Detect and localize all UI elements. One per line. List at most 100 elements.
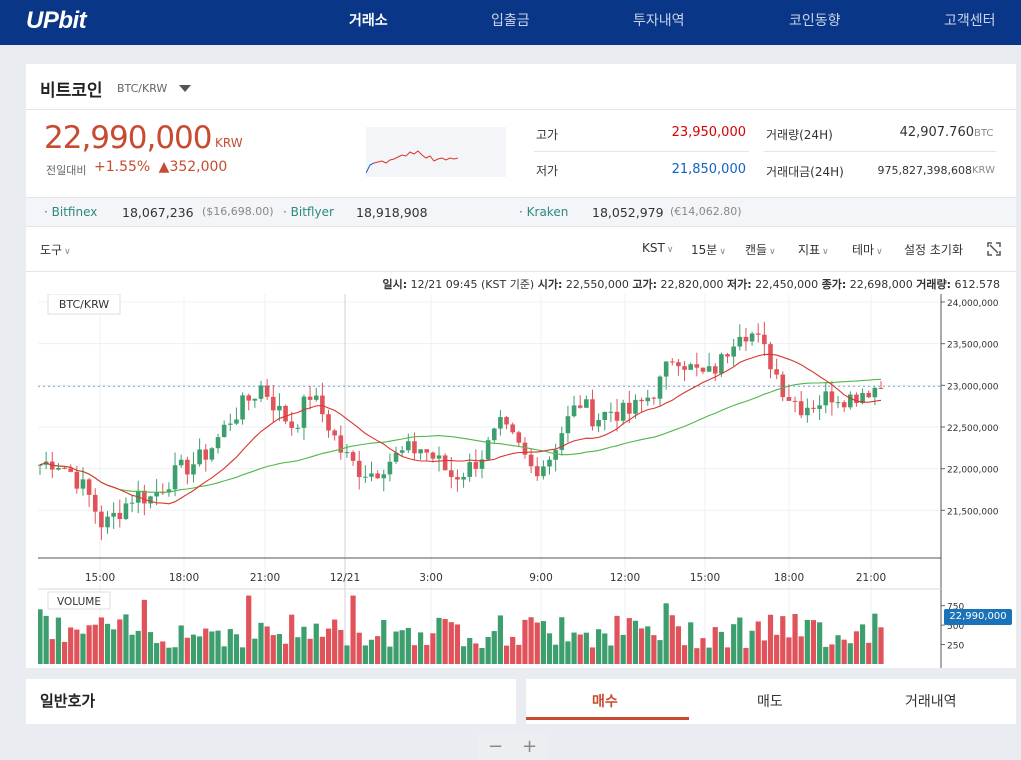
indicator-menu[interactable]: 지표 ∨ [798,243,829,257]
volume-bar [319,636,325,664]
candlestick-chart[interactable]: 24,000,000 23,500,000 23,000,000 22,500,000… [37,293,1012,760]
high-value: 23,950,000 [671,125,746,140]
timezone-menu[interactable]: KST ∨ [642,241,674,255]
candle-body [74,471,80,489]
candle-body [774,369,779,375]
candle-body [620,402,626,421]
candle-body [602,411,608,421]
candle-body [412,441,417,454]
candle-body [375,473,380,479]
volume-bar [553,644,559,664]
volume-bar [497,615,504,664]
zoom-out-icon[interactable]: − [488,736,504,757]
volume-tick-label: 500 [947,622,964,632]
candle-body [142,490,147,504]
candle-body [553,449,558,460]
volume-bar [344,645,350,664]
volume-bar [866,642,872,664]
candle-body [270,396,276,411]
price-unit: KRW [215,136,243,150]
exchange-name-kraken: · Kraken [519,205,569,219]
volume-bar [411,645,418,664]
orderbook-title: 일반호가 [40,692,96,710]
volume-bar [718,631,724,664]
tools-menu[interactable]: 도구 ∨ [40,243,71,257]
low-value: 21,850,000 [671,162,746,177]
nav-coin-trends[interactable]: 코인동향 [789,13,841,29]
candle-body [467,462,473,477]
theme-menu[interactable]: 테마 ∨ [852,243,883,257]
nav-customer-center[interactable]: 고객센터 [944,13,996,29]
nav-exchange[interactable]: 거래소 [349,13,388,29]
upbit-logo[interactable]: UPbit [26,7,87,34]
candle-body [111,512,116,517]
volume-bar [878,627,884,664]
volume-bar [491,631,497,664]
candle-body [669,361,675,363]
volume-bar [620,634,626,664]
chart-svg[interactable]: 24,000,000 23,500,000 23,000,000 22,500,000… [37,293,1012,668]
reset-settings-button[interactable]: 설정 초기화 [904,243,964,257]
volume-bar [571,632,577,664]
market-panel: 비트코인 BTC/KRW 22,990,000 KRW 전일대비 +1.55% … [26,64,1016,760]
zoom-in-icon[interactable]: + [522,736,538,757]
volume-bar [841,639,847,664]
candle-body [547,459,552,467]
candle-body [657,376,663,399]
amount-24h-label: 거래대금(24H) [766,165,844,179]
candle-body [768,344,773,370]
candle-body [264,385,270,397]
divider [534,151,749,152]
tab-sell[interactable]: 매도 [757,694,783,710]
candle-body [651,397,657,399]
volume-bar [74,629,80,664]
y-tick-label: 22,000,000 [947,466,999,476]
volume-tick-label: 250 [947,642,964,652]
ohlc-readout: 일시: 12/21 09:45 (KST 기준) 시가: 22,550,000 … [382,278,1000,291]
chart-style-menu[interactable]: 캔들 ∨ [745,243,776,257]
nav-investments[interactable]: 투자내역 [633,13,685,29]
volume-bar [479,647,485,664]
candle-body [92,494,98,512]
chevron-down-icon: ∨ [666,245,674,255]
candle-body [663,361,669,377]
x-tick-label: 18:00 [169,572,199,584]
x-tick-label: 15:00 [85,572,115,584]
candle-body [246,395,252,401]
tab-history[interactable]: 거래내역 [905,694,957,710]
nav-deposit-withdraw[interactable]: 입출금 [491,13,530,29]
candle-body [835,402,841,404]
volume-bar [393,631,399,664]
volume-bar [829,644,835,664]
volume-bar [117,619,123,664]
volume-tag-box [47,591,111,610]
chevron-down-icon[interactable] [179,85,191,92]
volume-bar [608,645,614,664]
volume-bar [614,615,620,664]
interval-menu[interactable]: 15분 ∨ [691,243,726,257]
volume-bar [239,647,246,664]
fullscreen-icon[interactable] [987,242,1001,256]
x-tick-label: 12/21 [330,572,360,584]
volume-bar [460,646,467,664]
candle-body [203,449,209,460]
candle-body [240,395,245,420]
volume-bar [872,613,878,664]
candle-body [700,367,706,372]
y-tick-label: 23,000,000 [947,382,999,392]
candle-body [448,470,454,477]
volume-bar [823,646,829,664]
volume-bar [129,634,135,664]
candle-body [283,405,288,422]
volume-bar [534,622,540,664]
volume-bar [724,647,731,664]
x-tick-label: 21:00 [250,572,280,584]
candle-body [332,430,337,436]
volume-bar [147,632,154,664]
volume-bar [61,641,68,664]
volume-bar [835,635,841,664]
tab-buy[interactable]: 매수 [592,694,618,710]
candle-body [62,467,67,469]
volume-bar [368,639,375,664]
candle-body [749,333,755,342]
